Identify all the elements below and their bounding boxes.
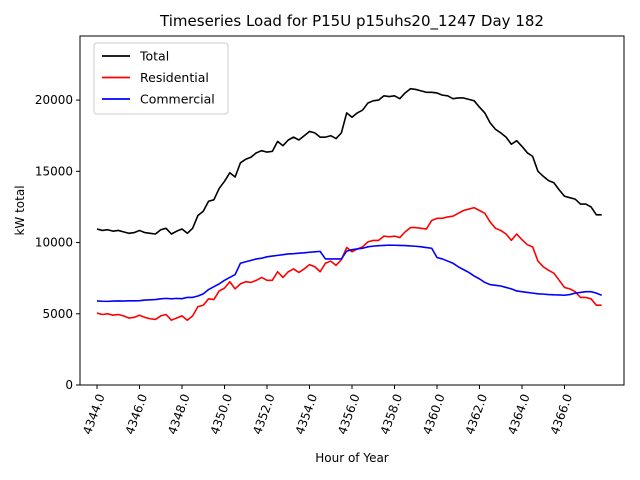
legend: Total Residential Commercial (93, 42, 229, 115)
x-axis-label: Hour of Year (315, 451, 389, 465)
y-tick-label: 15000 (35, 164, 73, 178)
legend-box (93, 42, 229, 115)
y-axis: 0 5000 10000 15000 20000 (35, 93, 80, 392)
legend-label-commercial: Commercial (140, 92, 215, 107)
legend-label-residential: Residential (140, 70, 209, 85)
y-tick-label: 0 (65, 378, 73, 392)
legend-label-total: Total (139, 49, 169, 64)
plot-area (79, 35, 625, 386)
y-tick-label: 10000 (35, 236, 73, 250)
chart-title: Timeseries Load for P15U p15uhs20_1247 D… (159, 12, 544, 31)
series-line-total (96, 87, 602, 235)
y-tick-label: 20000 (35, 93, 73, 107)
y-axis-label: kW total (13, 185, 27, 235)
series-line-commercial (96, 244, 602, 303)
series-layer (96, 87, 602, 321)
y-tick-label: 5000 (42, 307, 73, 321)
